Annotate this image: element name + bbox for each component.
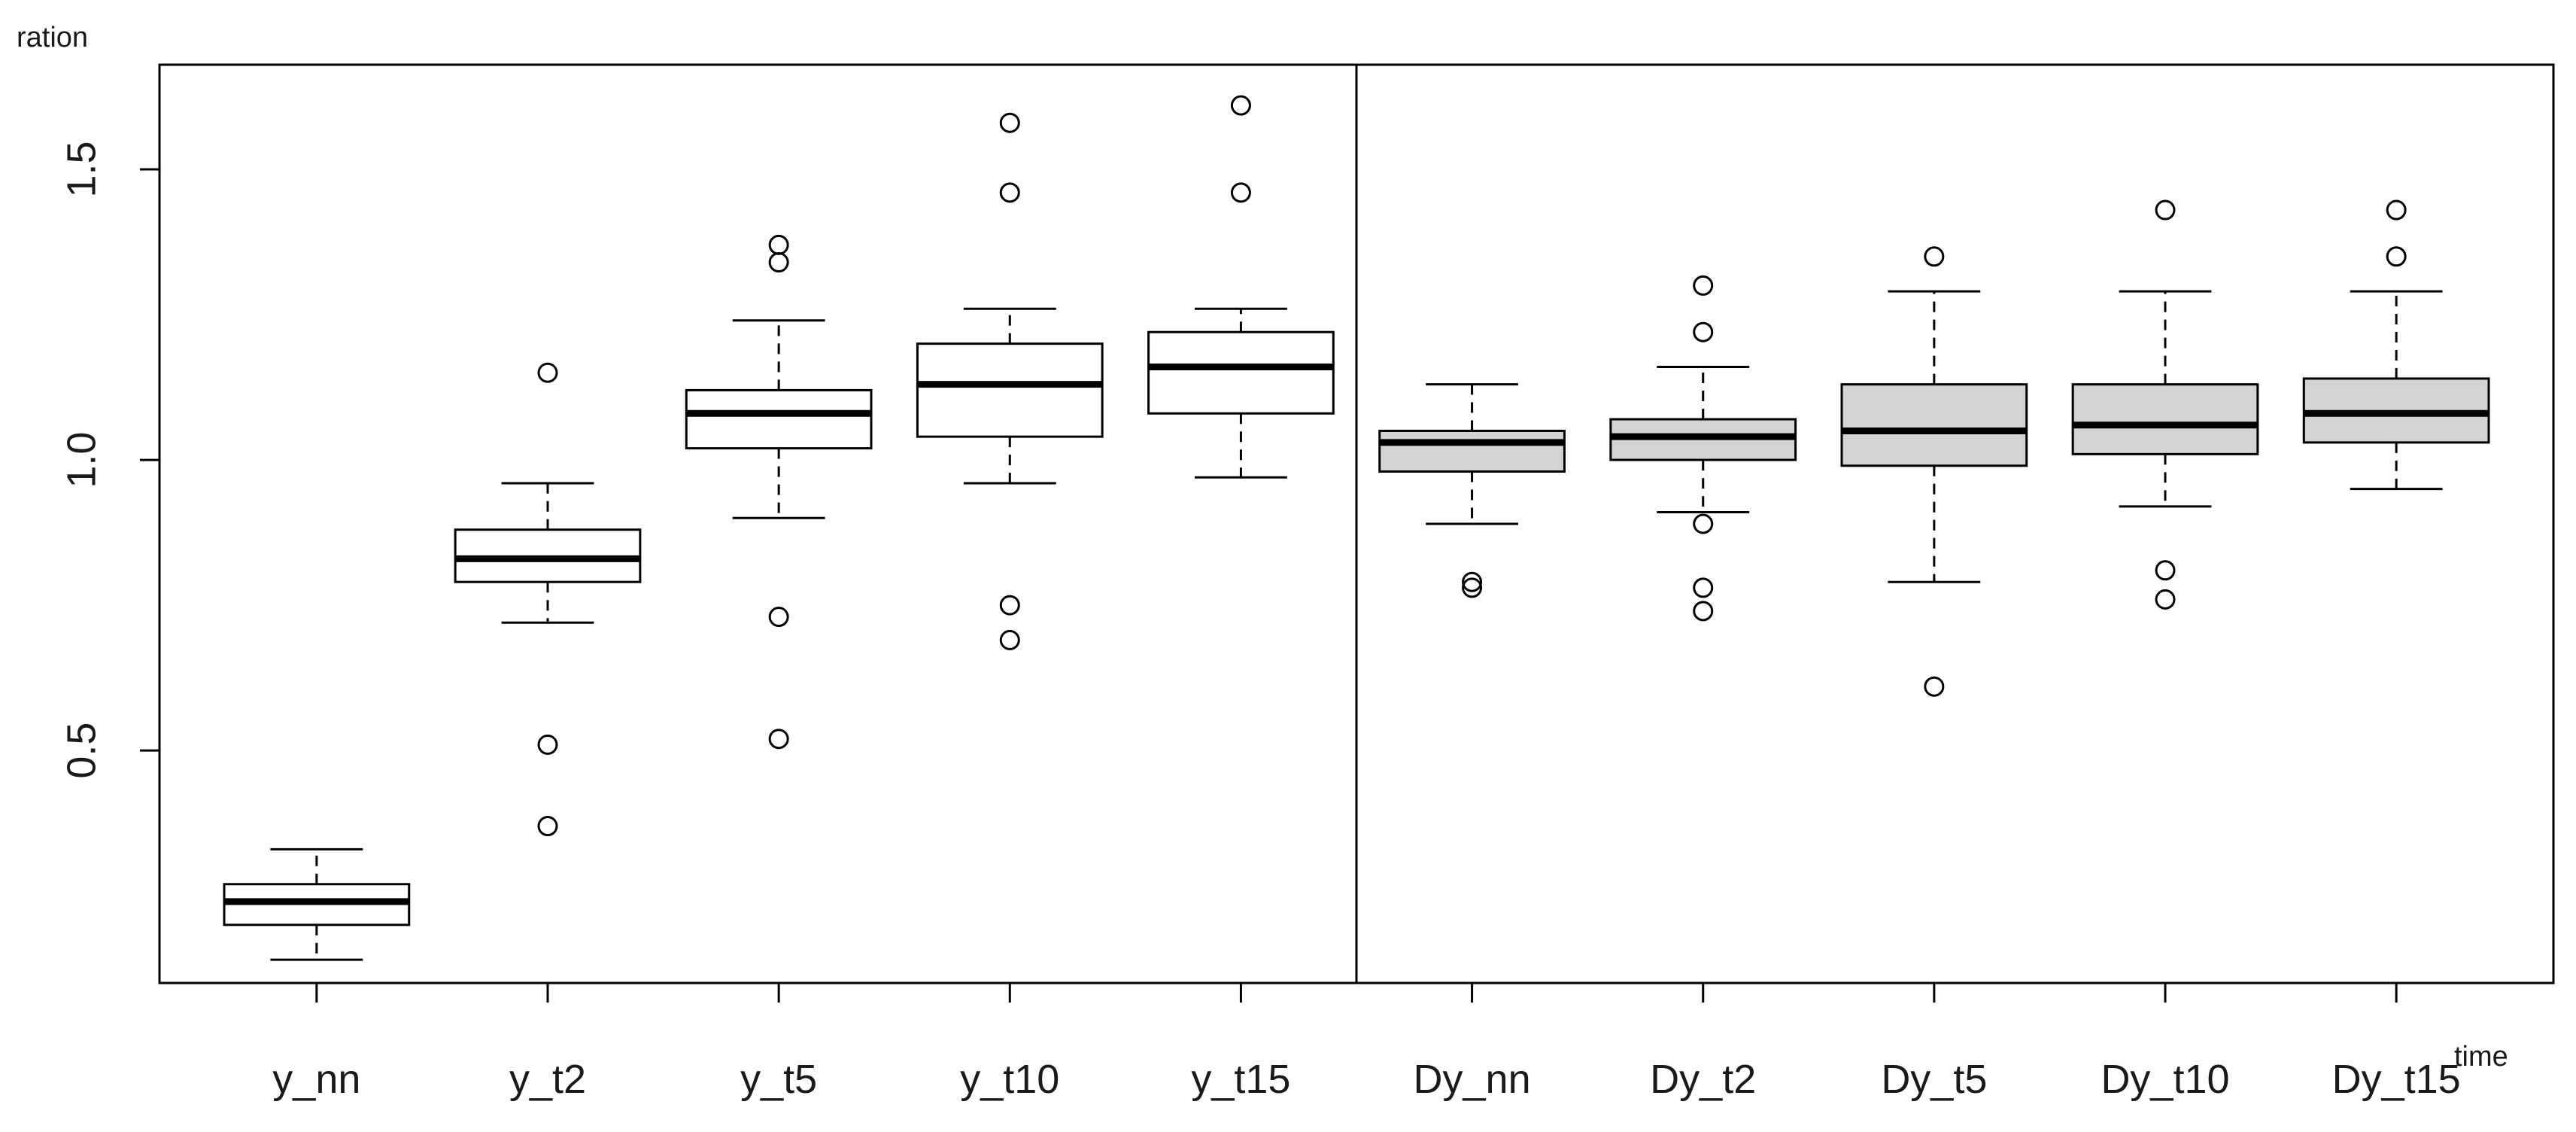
box-y-t15 <box>1147 95 1335 479</box>
y-axis-title: ration <box>17 22 88 53</box>
x-tick-label: y_nn <box>272 1057 360 1102</box>
box-y-t5 <box>685 234 873 750</box>
box-y-t10 <box>916 112 1104 650</box>
x-tick-label: y_t10 <box>960 1057 1059 1102</box>
outlier-point <box>1230 182 1251 203</box>
x-tick-label: y_t2 <box>509 1057 586 1102</box>
outlier-point <box>2155 199 2176 221</box>
x-tick-label: Dy_t10 <box>2101 1057 2229 1102</box>
outlier-point <box>768 729 789 750</box>
outlier-point <box>537 734 558 755</box>
outlier-point <box>1693 321 1714 342</box>
outlier-point <box>1924 676 1945 697</box>
outlier-point <box>1462 577 1483 598</box>
x-tick-label: Dy_t2 <box>1650 1057 1756 1102</box>
x-tick-label: Dy_nn <box>1414 1057 1531 1102</box>
x-axis: y_nn y_t2 y_t5 y_t10 y_t15 Dy_nn Dy_t2 Dy_t5 Dy_… <box>272 983 2461 1102</box>
interquartile-box <box>1147 330 1335 415</box>
outlier-point <box>1462 571 1483 592</box>
outlier-point <box>2155 560 2176 581</box>
outlier-point <box>1693 275 1714 296</box>
outlier-point <box>2386 199 2407 221</box>
outlier-point <box>1693 601 1714 622</box>
outlier-point <box>1230 95 1251 116</box>
interquartile-box <box>1378 429 1566 473</box>
box-dy-nn <box>1378 383 1566 598</box>
outlier-point <box>999 629 1020 650</box>
x-tick-label: y_t15 <box>1191 1057 1290 1102</box>
x-tick-label: Dy_t15 <box>2332 1057 2461 1102</box>
outlier-point <box>999 595 1020 616</box>
interquartile-box <box>685 388 873 450</box>
outlier-point <box>768 252 789 273</box>
box-dy-t5 <box>1840 246 2028 697</box>
outlier-point <box>537 816 558 837</box>
box-y-t2 <box>454 362 642 837</box>
box-y-nn <box>223 847 411 961</box>
outlier-point <box>999 112 1020 133</box>
outlier-point <box>537 362 558 383</box>
y-axis: 0.5 1.0 1.5 <box>59 141 159 779</box>
plot-area <box>158 63 2555 984</box>
outlier-point <box>1693 577 1714 598</box>
box-dy-t2 <box>1609 275 1797 622</box>
interquartile-box <box>916 342 1104 438</box>
interquartile-box <box>1840 383 2028 467</box>
y-tick-label: 1.5 <box>59 141 104 197</box>
outlier-point <box>2155 589 2176 610</box>
x-axis-title: time <box>2454 1041 2508 1073</box>
box-dy-t15 <box>2302 199 2490 491</box>
x-tick-label: Dy_t5 <box>1881 1057 1987 1102</box>
outlier-point <box>2386 246 2407 267</box>
y-tick-label: 0.5 <box>59 723 104 779</box>
outlier-point <box>768 607 789 628</box>
box-dy-t10 <box>2071 199 2259 610</box>
outlier-point <box>1924 246 1945 267</box>
outlier-point <box>999 182 1020 203</box>
x-tick-label: y_t5 <box>740 1057 817 1102</box>
y-tick-label: 1.0 <box>59 432 104 488</box>
interquartile-box <box>2071 383 2259 455</box>
outlier-point <box>1693 513 1714 534</box>
